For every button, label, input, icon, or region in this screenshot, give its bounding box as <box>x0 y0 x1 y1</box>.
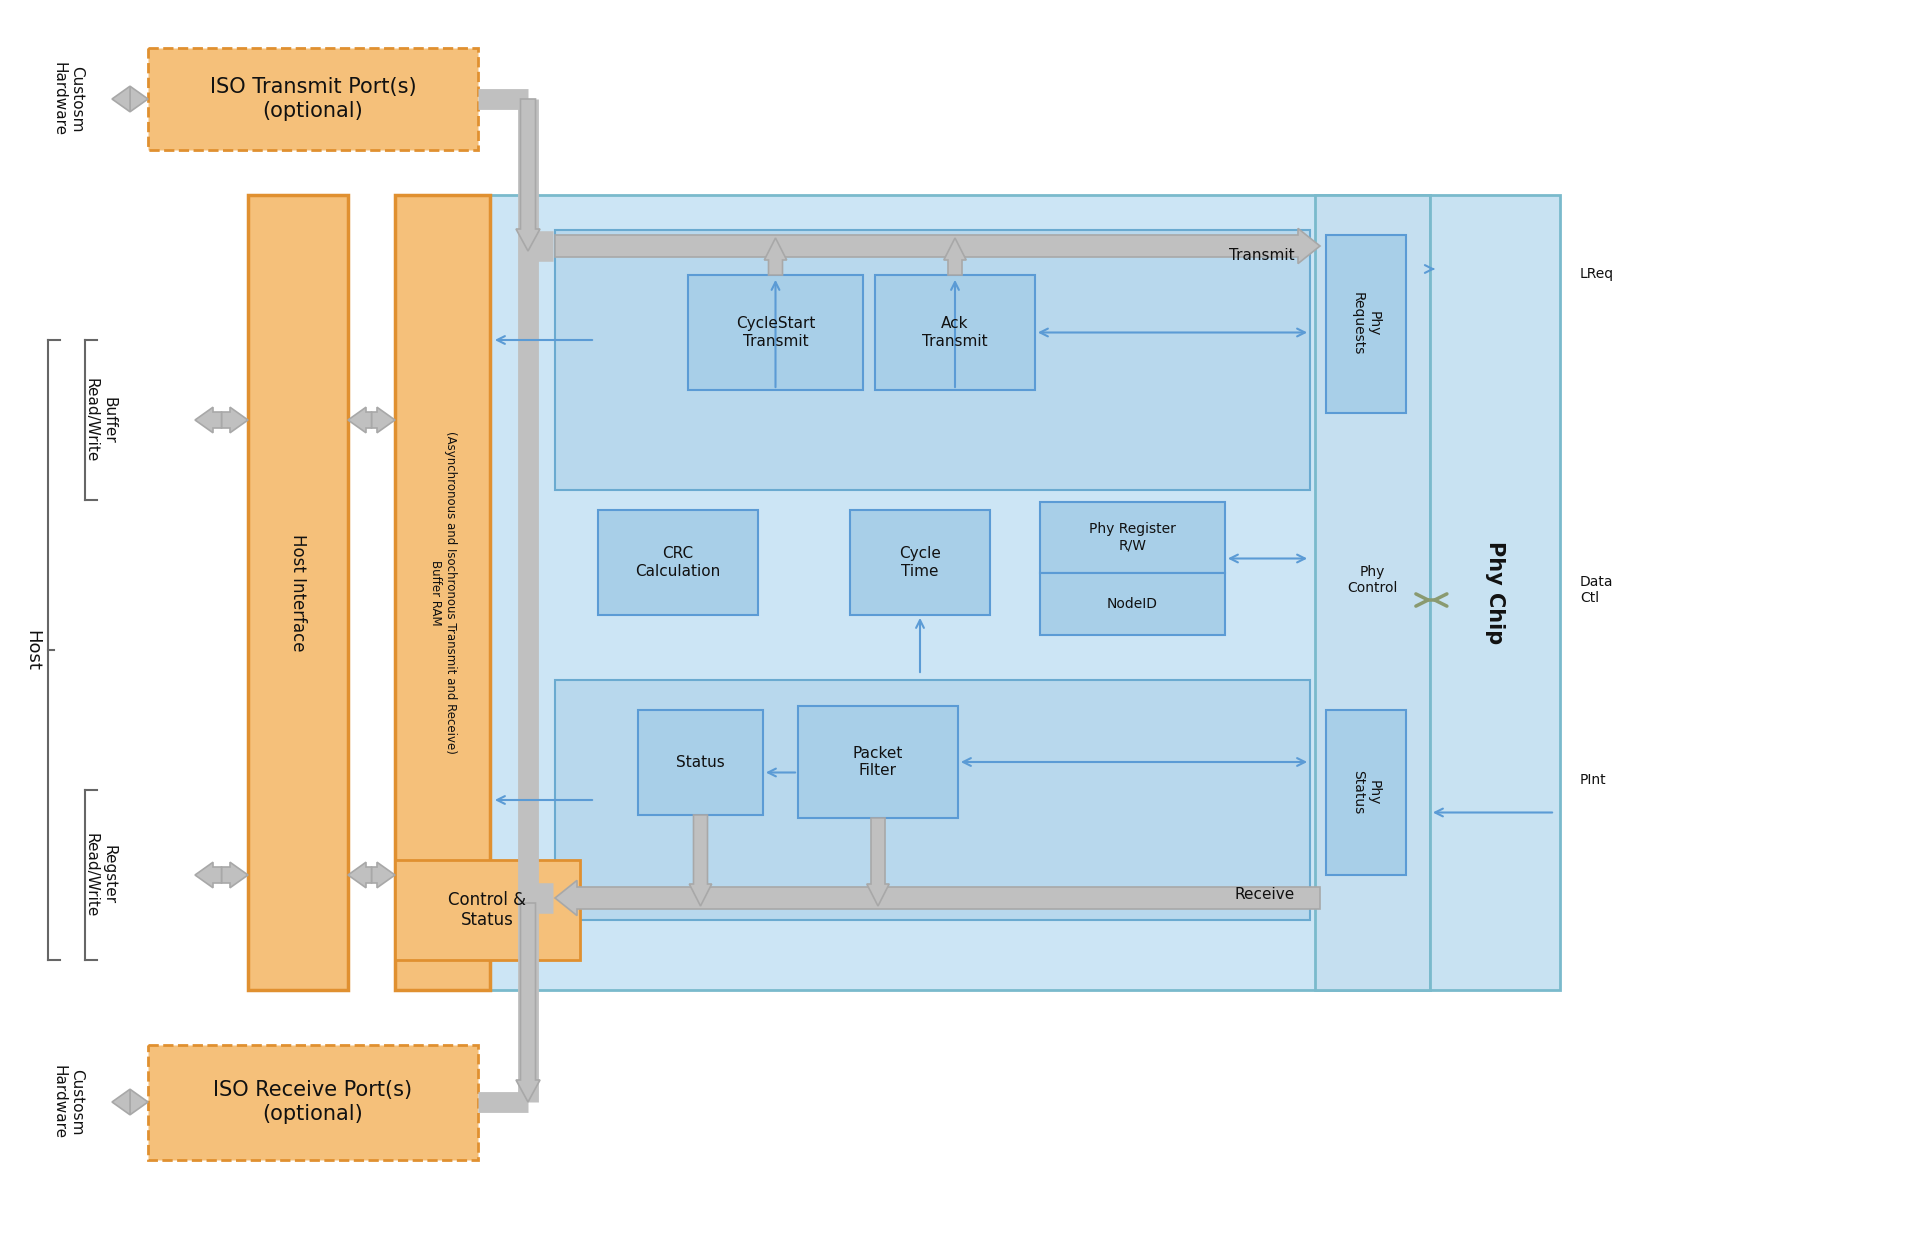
FancyArrow shape <box>221 862 248 888</box>
Bar <box>1327 235 1405 412</box>
Bar <box>248 196 348 991</box>
Bar <box>687 275 862 390</box>
Text: Control &
Status: Control & Status <box>449 891 526 930</box>
FancyArrow shape <box>371 862 396 888</box>
Bar <box>876 275 1035 390</box>
FancyArrow shape <box>196 862 221 888</box>
Text: Phy Register
R/W: Phy Register R/W <box>1089 522 1175 552</box>
Bar <box>1315 196 1430 991</box>
Text: PInt: PInt <box>1580 773 1607 787</box>
FancyArrow shape <box>348 407 371 432</box>
Bar <box>555 680 1309 920</box>
Text: (Asynchronous and Isochronous Transmit and Receive)
Buffer RAM: (Asynchronous and Isochronous Transmit a… <box>428 431 457 754</box>
FancyArrow shape <box>764 238 787 275</box>
Text: Phy
Control: Phy Control <box>1348 564 1398 596</box>
FancyArrow shape <box>371 407 396 432</box>
Text: ISO Transmit Port(s)
(optional): ISO Transmit Port(s) (optional) <box>209 77 417 121</box>
FancyArrow shape <box>516 98 540 250</box>
Bar <box>148 1045 478 1160</box>
Text: Cycle
Time: Cycle Time <box>899 546 941 578</box>
Bar <box>1041 502 1225 573</box>
Bar <box>396 196 490 991</box>
Text: Receive: Receive <box>1235 887 1294 902</box>
Text: Status: Status <box>676 755 726 770</box>
FancyArrow shape <box>866 819 889 906</box>
FancyArrow shape <box>555 228 1321 264</box>
Text: Phy
Requests: Phy Requests <box>1352 293 1380 355</box>
Bar <box>555 231 1309 490</box>
Text: NodeID: NodeID <box>1108 597 1158 611</box>
Bar <box>148 49 478 150</box>
Text: Phy Chip: Phy Chip <box>1484 541 1505 644</box>
Text: Transmit: Transmit <box>1229 248 1294 263</box>
FancyArrow shape <box>221 407 248 432</box>
Text: Data
Ctl: Data Ctl <box>1580 574 1613 606</box>
FancyArrow shape <box>131 86 148 112</box>
Text: LReq: LReq <box>1580 267 1615 282</box>
FancyArrow shape <box>196 407 221 432</box>
Text: Custosm
Hardware: Custosm Hardware <box>52 62 84 136</box>
Bar <box>637 710 762 815</box>
Bar <box>597 510 758 616</box>
Text: Host Interface: Host Interface <box>290 533 307 652</box>
Bar <box>1430 196 1559 991</box>
Text: Buffer
Read/Write: Buffer Read/Write <box>84 378 117 462</box>
Bar <box>799 706 958 819</box>
FancyArrow shape <box>111 1089 131 1115</box>
Text: Custosm
Hardware: Custosm Hardware <box>52 1065 84 1139</box>
Text: CycleStart
Transmit: CycleStart Transmit <box>735 316 816 349</box>
Bar <box>1041 573 1225 635</box>
FancyArrow shape <box>945 238 966 275</box>
Bar <box>851 510 991 616</box>
FancyArrow shape <box>348 862 371 888</box>
Bar <box>396 860 580 959</box>
FancyArrow shape <box>516 903 540 1101</box>
Text: Packet
Filter: Packet Filter <box>852 746 902 779</box>
Text: ISO Receive Port(s)
(optional): ISO Receive Port(s) (optional) <box>213 1080 413 1124</box>
FancyArrow shape <box>111 86 131 112</box>
Text: Phy
Status: Phy Status <box>1352 770 1380 815</box>
Bar <box>490 196 1430 991</box>
FancyArrow shape <box>555 881 1321 916</box>
Bar <box>1327 710 1405 875</box>
FancyArrow shape <box>689 815 712 906</box>
Text: Regster
Read/Write: Regster Read/Write <box>84 832 117 917</box>
Text: Ack
Transmit: Ack Transmit <box>922 316 987 349</box>
Text: Host: Host <box>23 629 40 670</box>
Text: CRC
Calculation: CRC Calculation <box>636 546 720 578</box>
FancyArrow shape <box>131 1089 148 1115</box>
